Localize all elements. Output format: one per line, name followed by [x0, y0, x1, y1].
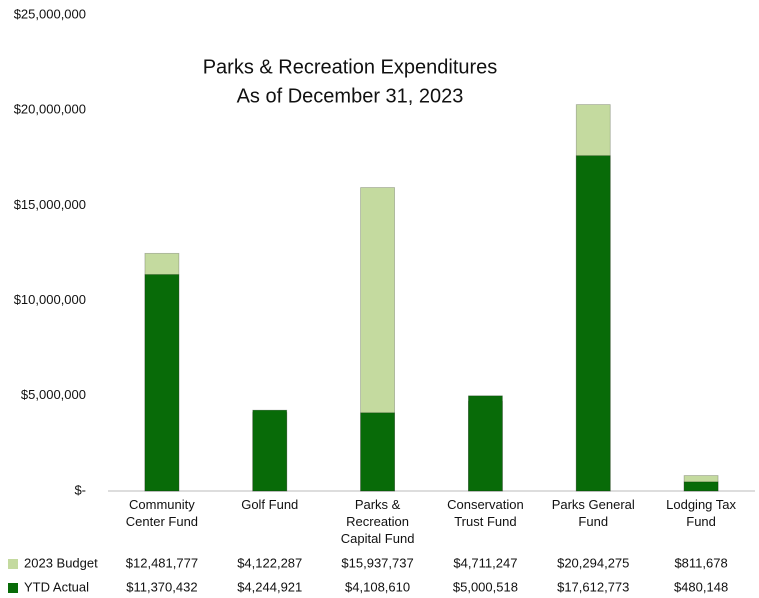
table-value: $17,612,773 [557, 579, 629, 594]
chart-subtitle: As of December 31, 2023 [237, 85, 464, 107]
y-tick-label: $- [74, 482, 86, 497]
table-value: $4,244,921 [237, 579, 302, 594]
table-value: $4,711,247 [453, 555, 517, 570]
x-category-label: Lodging Tax Fund [666, 497, 737, 529]
x-category-label: Parks General Fund [551, 497, 635, 529]
table-value: $5,000,518 [453, 579, 518, 594]
bar [683, 481, 719, 492]
y-tick-label: $25,000,000 [14, 6, 86, 21]
table-value: $480,148 [674, 579, 728, 594]
legend-label: 2023 Budget [24, 555, 98, 570]
table-value: $4,122,287 [237, 555, 302, 570]
x-category-label: Conservation Trust Fund [447, 497, 524, 529]
x-category-label: Community Center Fund [125, 497, 199, 529]
table-value: $20,294,275 [557, 555, 629, 570]
x-category-label: Parks & Recreation Capital Fund [340, 497, 415, 546]
table-value: $4,108,610 [345, 579, 410, 594]
bar [575, 155, 611, 492]
legend-label: YTD Actual [24, 579, 89, 594]
table-value: $12,481,777 [126, 555, 198, 570]
legend-swatch [8, 583, 18, 593]
table-value: $11,370,432 [126, 579, 197, 594]
table-value: $15,937,737 [341, 555, 413, 570]
bar [144, 274, 180, 492]
bar [468, 395, 503, 492]
chart-title: Parks & Recreation Expenditures [203, 56, 498, 78]
y-tick-label: $10,000,000 [14, 292, 86, 307]
legend-swatch [8, 559, 18, 569]
y-tick-label: $20,000,000 [14, 102, 86, 117]
bar [252, 409, 288, 492]
bar [360, 412, 395, 492]
x-category-label: Golf Fund [241, 497, 299, 512]
y-tick-label: $15,000,000 [14, 197, 86, 212]
table-value: $811,678 [674, 555, 727, 570]
y-tick-label: $5,000,000 [21, 387, 86, 402]
